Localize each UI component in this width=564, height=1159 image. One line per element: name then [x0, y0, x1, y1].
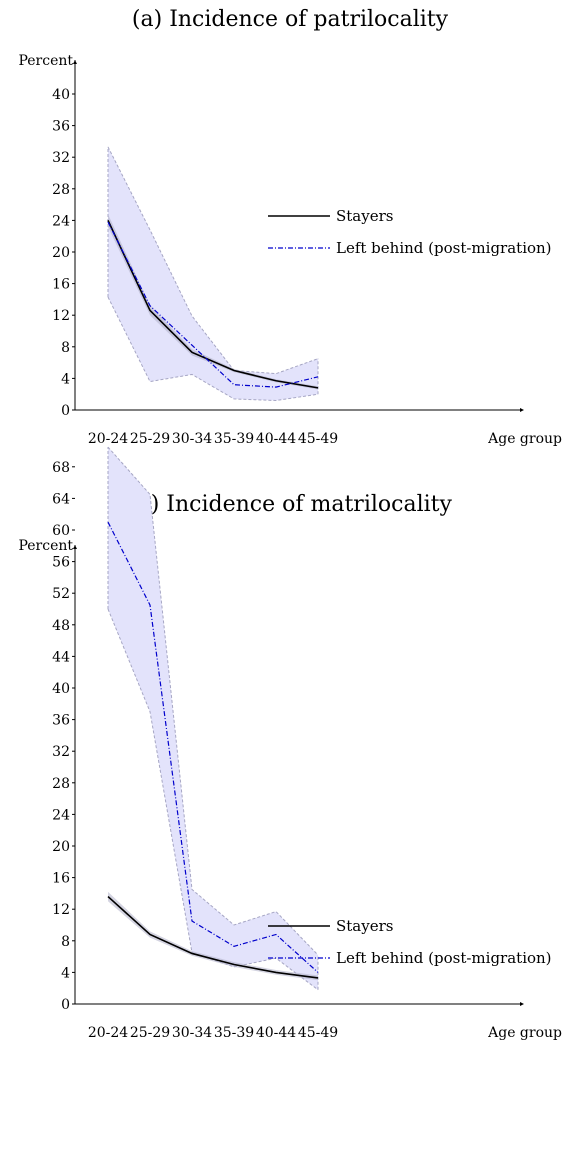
x-tick-label: 30-34 — [172, 431, 212, 447]
series-line-stayers — [107, 220, 319, 389]
y-tick-label: 48 — [52, 618, 70, 634]
x-axis-label: Age group — [487, 431, 562, 447]
y-tick-label: 24 — [52, 807, 70, 823]
y-tick-label: 28 — [52, 776, 70, 792]
chart-panel-a: (a) Incidence of patrilocality Percent 0 4 8… — [18, 7, 562, 447]
y-tick-label: 0 — [61, 997, 70, 1013]
chart-title: (b) Incidence of matrilocality — [128, 492, 452, 517]
x-tick-label: 40-44 — [256, 431, 296, 447]
ci-band-left-behind — [108, 447, 318, 990]
x-tick-label: 45-49 — [298, 431, 338, 447]
y-tick-label: 32 — [52, 744, 70, 760]
y-tick-label: 36 — [52, 119, 70, 135]
y-axis-arrow — [73, 60, 77, 64]
chart-panel-b: (b) Incidence of matrilocalityPercent048… — [18, 446, 562, 1041]
legend-label: Stayers — [336, 917, 393, 935]
x-tick-label: 20-24 — [88, 431, 128, 447]
x-tick-label: 40-44 — [256, 1025, 296, 1041]
x-tick-label: 25-29 — [130, 1025, 170, 1041]
y-tick-label: 0 — [61, 403, 70, 419]
y-tick-label: 44 — [52, 649, 70, 665]
y-tick-label: 4 — [61, 965, 70, 981]
series-line-stayers — [107, 895, 319, 979]
ci-band-left-behind — [108, 146, 318, 401]
ci-lower-edge — [107, 296, 319, 402]
x-axis-arrow — [520, 1002, 524, 1006]
x-tick-label: 35-39 — [214, 431, 254, 447]
y-tick-label: 16 — [52, 871, 70, 887]
x-tick-label: 35-39 — [214, 1025, 254, 1041]
y-tick-label: 28 — [52, 182, 70, 198]
y-tick-label: 20 — [52, 839, 70, 855]
y-tick-label: 40 — [52, 681, 70, 697]
ci-upper-edge — [107, 446, 319, 956]
y-tick-label: 20 — [52, 245, 70, 261]
y-tick-label: 56 — [52, 555, 70, 571]
y-tick-label: 32 — [52, 150, 70, 166]
y-tick-label: 12 — [52, 902, 70, 918]
y-tick-label: 16 — [52, 277, 70, 293]
y-axis-arrow — [73, 545, 77, 549]
x-axis-arrow — [520, 408, 524, 412]
x-tick-label: 20-24 — [88, 1025, 128, 1041]
y-tick-label: 52 — [52, 586, 70, 602]
y-tick-label: 40 — [52, 87, 70, 103]
ci-upper-edge — [107, 146, 319, 375]
y-tick-label: 60 — [52, 523, 70, 539]
series-line-left-behind — [107, 521, 319, 973]
y-tick-label: 8 — [61, 340, 70, 356]
y-tick-label: 36 — [52, 713, 70, 729]
legend-label: Left behind (post-migration) — [336, 949, 552, 967]
y-tick-label: 24 — [52, 213, 70, 229]
legend-label: Stayers — [336, 207, 393, 225]
ci-band-stayers — [108, 891, 318, 981]
y-tick-label: 4 — [61, 371, 70, 387]
y-tick-label: 68 — [52, 460, 70, 476]
y-tick-label: 8 — [61, 934, 70, 950]
x-axis-label: Age group — [487, 1025, 562, 1041]
y-axis-label: Percent — [18, 538, 73, 554]
chart-title: (a) Incidence of patrilocality — [132, 7, 449, 32]
x-tick-label: 30-34 — [172, 1025, 212, 1041]
x-tick-label: 45-49 — [298, 1025, 338, 1041]
series-line-left-behind — [107, 221, 319, 388]
legend-label: Left behind (post-migration) — [336, 239, 552, 257]
y-tick-label: 64 — [52, 491, 70, 507]
y-axis-label: Percent — [18, 53, 73, 69]
y-tick-label: 12 — [52, 308, 70, 324]
x-tick-label: 25-29 — [130, 431, 170, 447]
